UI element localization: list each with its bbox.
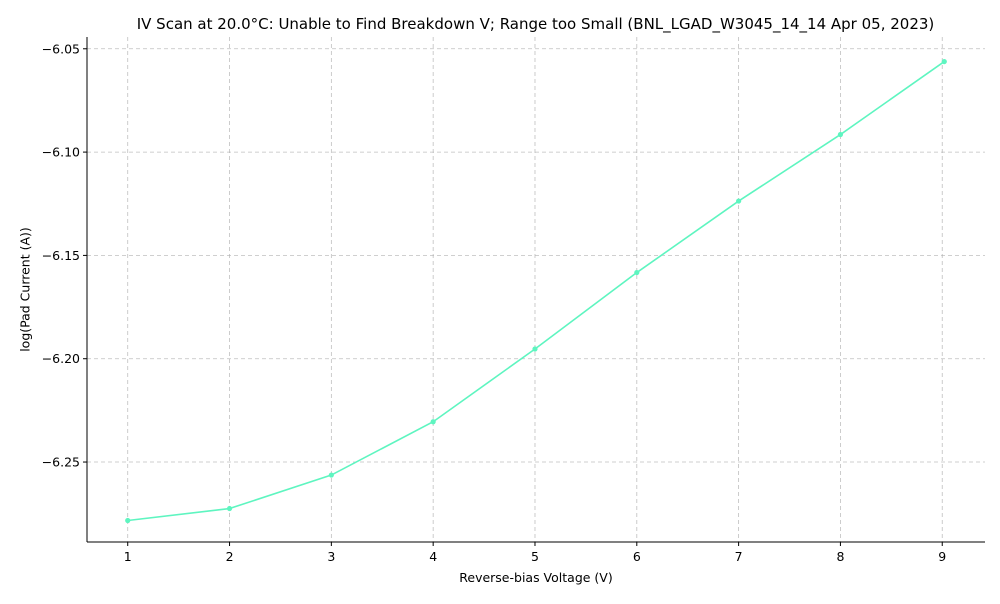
y-tick-label: −6.15 [42,248,80,263]
series-line [127,60,945,522]
x-tick-label: 3 [327,549,335,564]
data-point [328,472,334,478]
x-tick-label: 8 [836,549,844,564]
axis-ticks: 1 2 3 4 5 6 7 8 9 −6.25 −6.20 −6.15 −6.10 −6.05 [42,41,947,564]
data-point [532,346,538,352]
y-tick-label: −6.20 [42,351,80,366]
y-tick-label: −6.25 [42,455,80,470]
y-axis-label: log(Pad Current (A)) [17,227,32,352]
grid [87,37,985,542]
chart-title: IV Scan at 20.0°C: Unable to Find Breakd… [137,15,935,34]
series [125,58,947,524]
x-tick-label: 2 [226,549,234,564]
axes-spines [86,37,985,543]
data-point [736,198,742,204]
y-tick-label: −6.10 [42,145,80,160]
data-point [430,419,436,425]
data-point [837,131,844,138]
data-point [125,517,131,524]
data-point [941,58,947,65]
x-tick-label: 5 [531,549,539,564]
x-tick-label: 4 [429,549,437,564]
data-point [634,269,640,276]
data-point [226,505,233,512]
x-tick-label: 9 [938,549,946,564]
x-axis-label: Reverse-bias Voltage (V) [459,570,612,585]
x-tick-label: 6 [633,549,641,564]
x-tick-label: 1 [124,549,132,564]
y-tick-label: −6.05 [42,41,80,56]
x-tick-label: 7 [735,549,743,564]
